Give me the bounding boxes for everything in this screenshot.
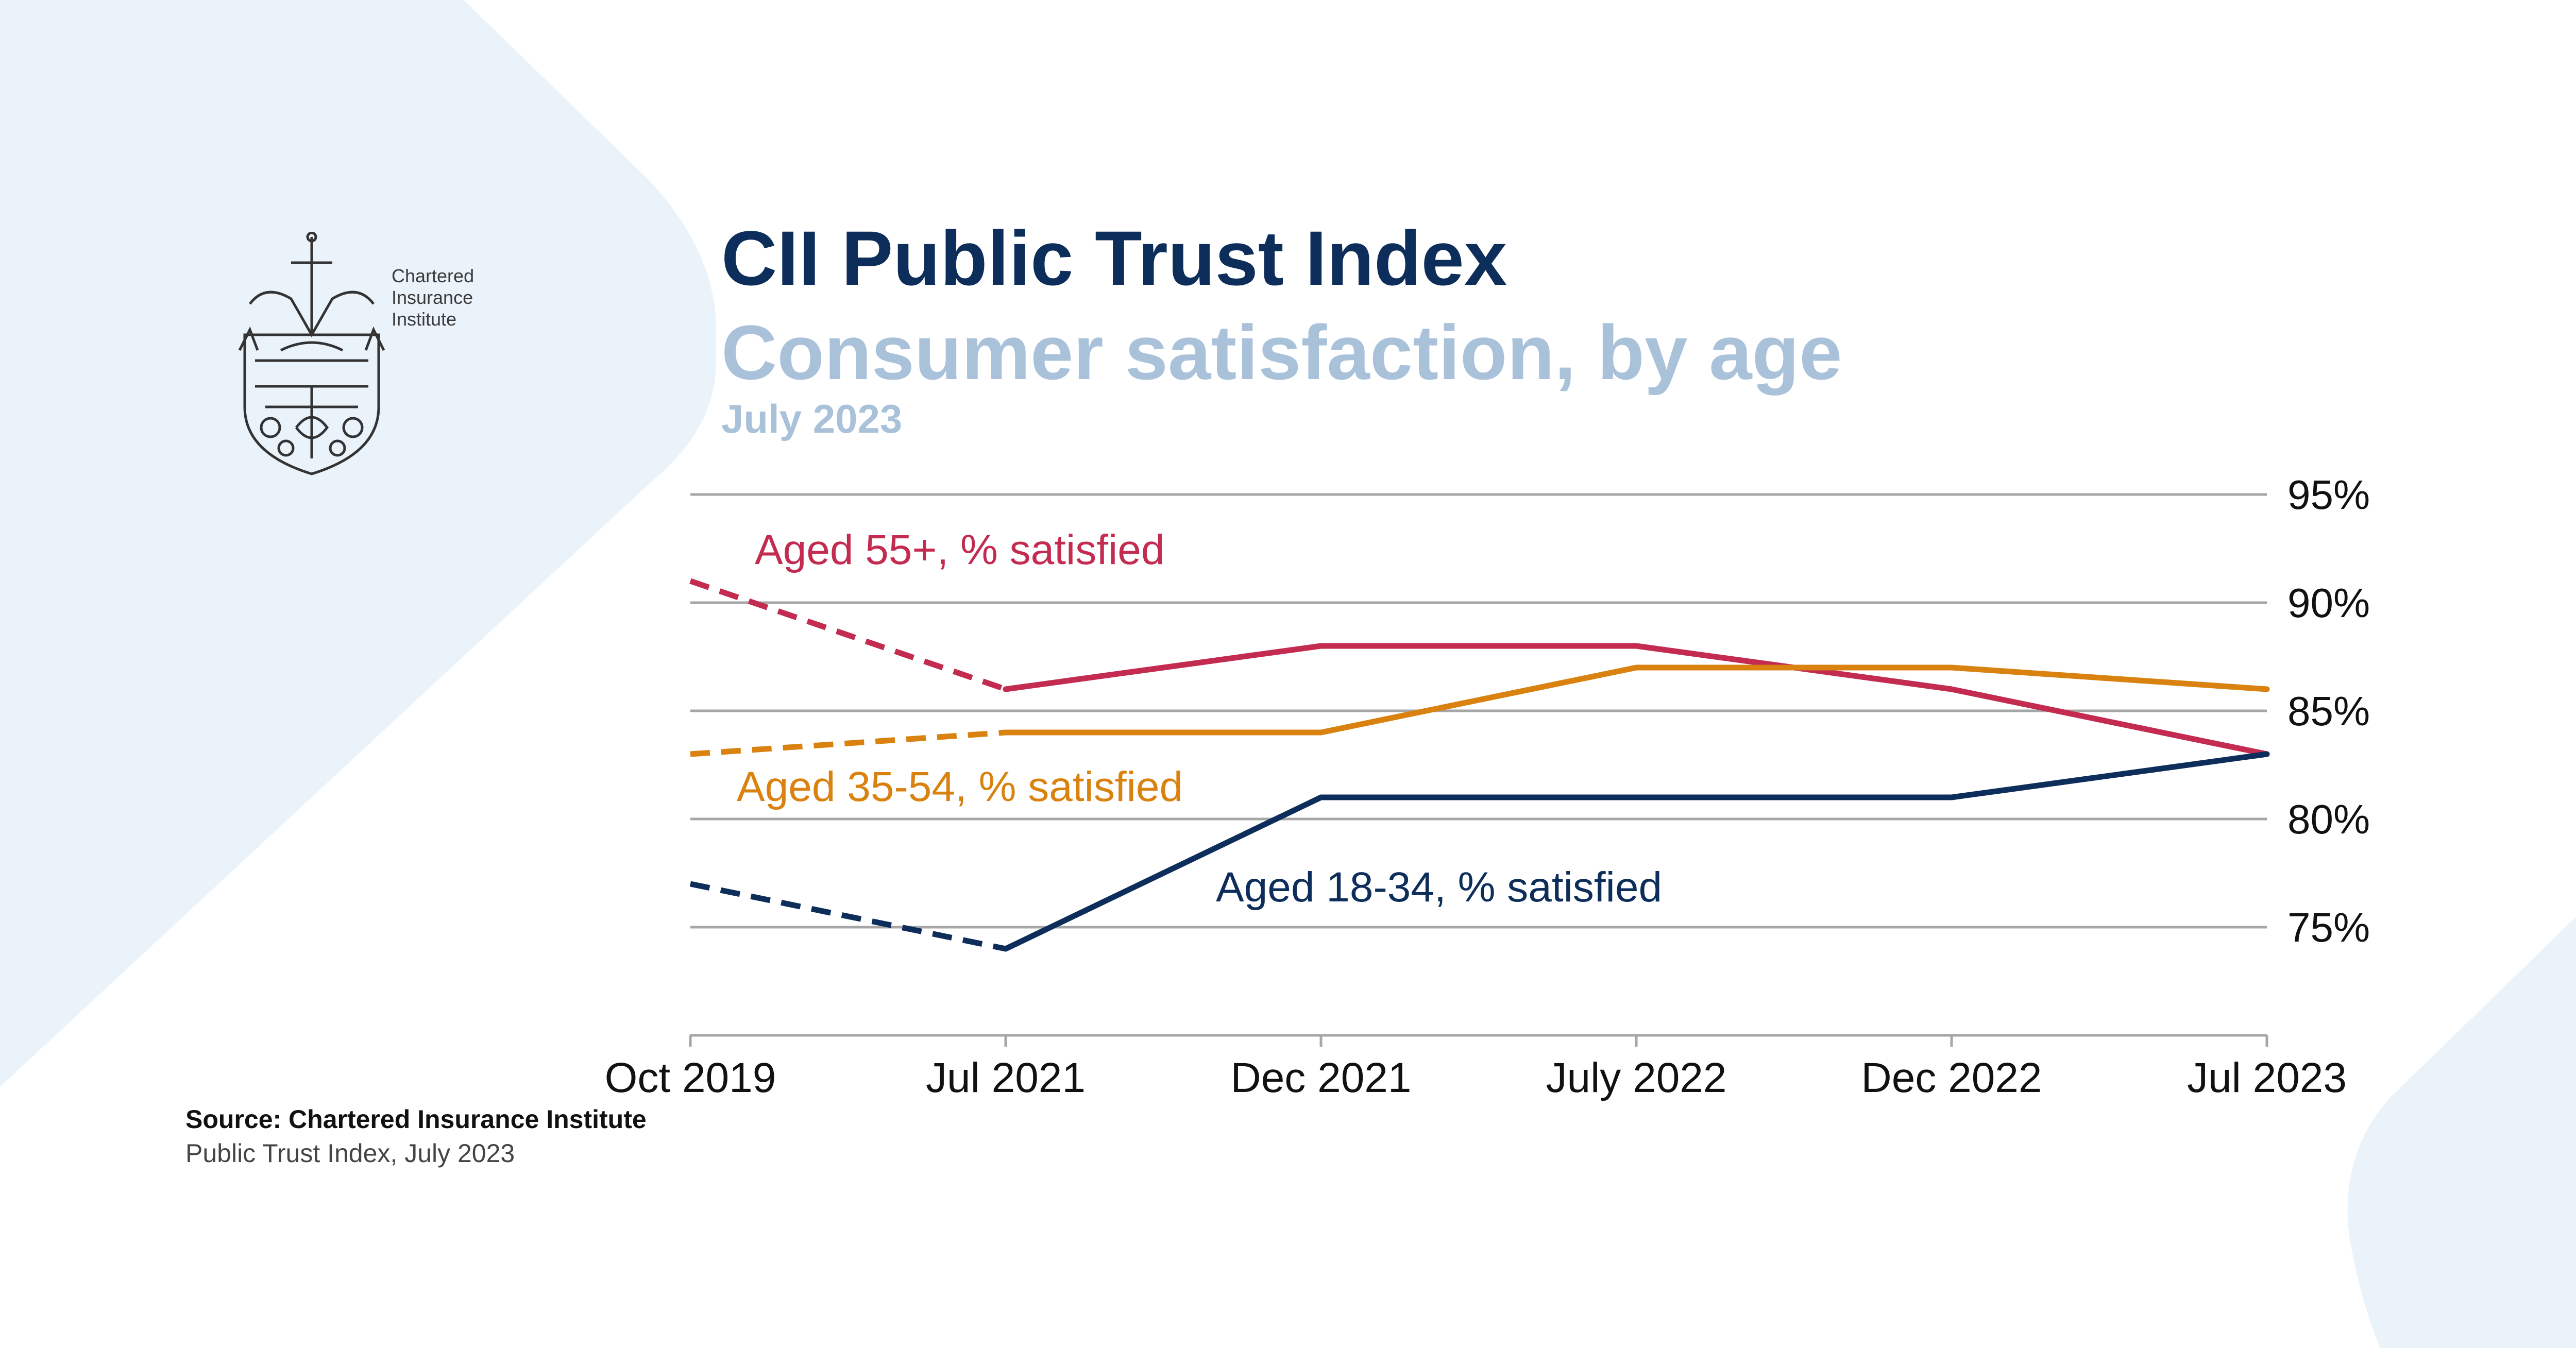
logo-text: Chartered Insurance Institute: [392, 265, 474, 330]
series-line: [1003, 643, 2270, 757]
y-tick-label: 90%: [2287, 580, 2370, 626]
label-layer: 95% 90% 85% 80% 75% Oct 2019 Jul 2021 Dec 2021 J…: [605, 472, 2370, 1101]
series-dashed-segment: [689, 881, 1007, 952]
x-tick-label: Oct 2019: [605, 1054, 776, 1101]
series-label: Aged 55+, % satisfied: [755, 526, 1164, 573]
series-label: Aged 18-34, % satisfied: [1216, 864, 1662, 911]
source-line-1: Source: Chartered Insurance Institute: [185, 1105, 647, 1134]
source-note: Source: Chartered Insurance Institute Pu…: [185, 1102, 647, 1170]
background-left-shape: [0, 0, 716, 1087]
series-line: [1003, 664, 2270, 736]
y-tick-label: 85%: [2287, 688, 2370, 734]
x-tick-label: Jul 2023: [2187, 1054, 2347, 1101]
x-tick-label: Jul 2021: [926, 1054, 1086, 1101]
chart-subtitle: Consumer satisfaction, by age: [721, 309, 1842, 396]
series-label: Aged 35-54, % satisfied: [737, 763, 1183, 810]
date-label: July 2023: [721, 396, 903, 441]
series-dashed-segment: [689, 578, 1007, 692]
source-line-2: Public Trust Index, July 2023: [185, 1139, 515, 1168]
y-tick-label: 95%: [2287, 472, 2370, 518]
series-dashed-segment: [690, 729, 1006, 757]
chart-title: CII Public Trust Index: [721, 215, 1507, 301]
background-bottom-right-shape: [2347, 917, 2576, 1348]
grid-layer: [689, 493, 2268, 1047]
series-line: [1003, 751, 2270, 952]
x-tick-label: Dec 2022: [1861, 1054, 2042, 1101]
series-layer: [689, 578, 2270, 952]
y-tick-label: 75%: [2287, 905, 2370, 950]
x-tick-label: Dec 2021: [1230, 1054, 1411, 1101]
y-tick-label: 80%: [2287, 796, 2370, 842]
x-tick-label: July 2022: [1546, 1054, 1726, 1101]
chartered-insurance-institute-crest-icon: [238, 232, 385, 475]
